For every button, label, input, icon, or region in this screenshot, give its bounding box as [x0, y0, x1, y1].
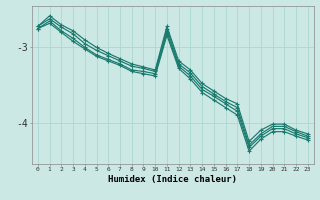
X-axis label: Humidex (Indice chaleur): Humidex (Indice chaleur): [108, 175, 237, 184]
